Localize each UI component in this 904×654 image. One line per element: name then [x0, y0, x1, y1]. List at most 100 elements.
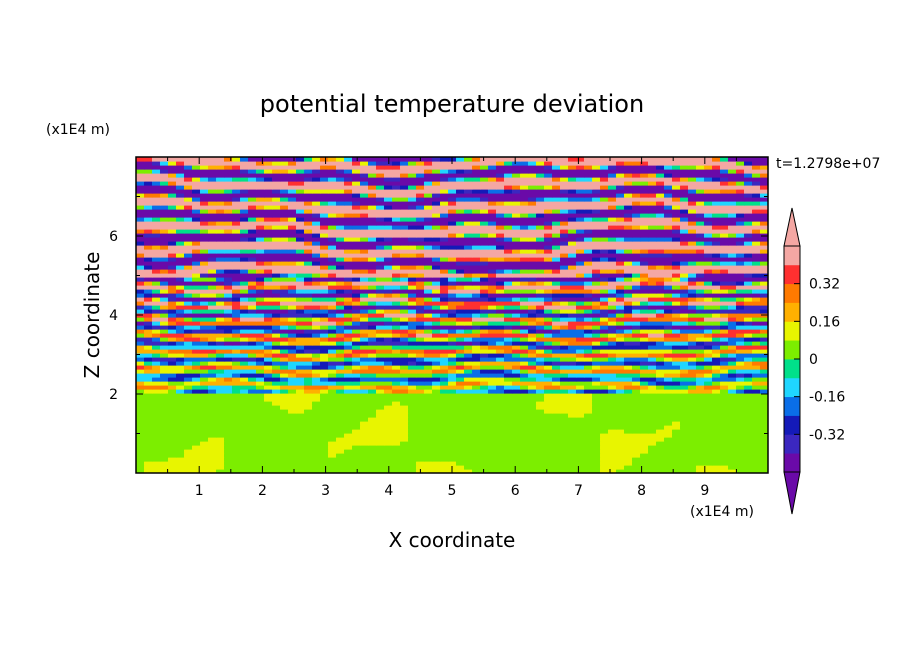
field-cell [360, 417, 369, 422]
field-cell [616, 281, 625, 286]
field-cell [408, 269, 417, 274]
field-cell [600, 301, 609, 306]
field-cell [728, 273, 737, 278]
field-cell [648, 461, 657, 466]
field-cell [552, 397, 561, 402]
field-cell [360, 285, 369, 290]
field-cell [384, 365, 393, 370]
field-cell [672, 353, 681, 358]
field-cell [640, 381, 649, 386]
field-cell [144, 373, 153, 378]
field-cell [288, 221, 297, 226]
field-cell [584, 265, 593, 270]
field-cell [464, 413, 473, 418]
field-cell [544, 341, 553, 346]
field-cell [224, 341, 233, 346]
field-cell [232, 401, 241, 406]
field-cell [576, 469, 585, 473]
field-cell [168, 421, 177, 426]
field-cell [536, 289, 545, 294]
field-cell [288, 453, 297, 458]
field-cell [528, 365, 537, 370]
field-cell [504, 357, 513, 362]
field-cell [504, 301, 513, 306]
field-cell [144, 393, 153, 398]
field-cell [384, 309, 393, 314]
field-cell [720, 405, 729, 410]
field-cell [424, 353, 433, 358]
field-cell [240, 449, 249, 454]
field-cell [728, 281, 737, 286]
field-cell [608, 425, 617, 430]
field-cell [456, 385, 465, 390]
field-cell [192, 401, 201, 406]
field-cell [368, 449, 377, 454]
field-cell [472, 301, 481, 306]
field-cell [480, 281, 489, 286]
field-cell [456, 449, 465, 454]
field-cell [736, 345, 745, 350]
field-cell [416, 421, 425, 426]
field-cell [280, 461, 289, 466]
field-cell [216, 325, 225, 330]
field-cell [536, 269, 545, 274]
field-cell [448, 281, 457, 286]
field-cell [488, 401, 497, 406]
field-cell [720, 433, 729, 438]
field-cell [736, 457, 745, 462]
field-cell [496, 309, 505, 314]
field-cell [352, 313, 361, 318]
field-cell [560, 317, 569, 322]
field-cell [640, 297, 649, 302]
field-cell [368, 417, 377, 422]
field-cell [368, 285, 377, 290]
field-cell [680, 221, 689, 226]
field-cell [192, 349, 201, 354]
field-cell [512, 241, 521, 246]
field-cell [576, 293, 585, 298]
field-cell [728, 253, 737, 258]
field-cell [384, 433, 393, 438]
field-cell [408, 393, 417, 398]
field-cell [648, 345, 657, 350]
field-cell [736, 309, 745, 314]
field-cell [496, 349, 505, 354]
field-cell [480, 433, 489, 438]
field-cell [552, 461, 561, 466]
field-cell [688, 377, 697, 382]
field-cell [200, 285, 209, 290]
field-cell [688, 401, 697, 406]
field-cell [672, 225, 681, 230]
field-cell [544, 329, 553, 334]
field-cell [744, 301, 753, 306]
field-cell [480, 365, 489, 370]
field-cell [400, 389, 409, 394]
field-cell [392, 297, 401, 302]
field-cell [256, 377, 265, 382]
field-cell [384, 269, 393, 274]
field-cell [264, 453, 273, 458]
field-cell [320, 289, 329, 294]
field-cell [176, 281, 185, 286]
field-cell [256, 405, 265, 410]
field-cell [240, 433, 249, 438]
field-cell [424, 429, 433, 434]
field-cell [568, 433, 577, 438]
field-cell [368, 273, 377, 278]
field-cell [592, 461, 601, 466]
field-cell [320, 417, 329, 422]
field-cell [304, 221, 313, 226]
field-cell [648, 417, 657, 422]
field-cell [336, 293, 345, 298]
field-cell [616, 409, 625, 414]
field-cell [272, 277, 281, 282]
field-cell [736, 225, 745, 230]
field-cell [632, 229, 641, 234]
field-cell [264, 385, 273, 390]
field-cell [608, 285, 617, 290]
field-cell [760, 253, 768, 258]
field-cell [752, 233, 761, 238]
field-cell [296, 361, 305, 366]
field-cell [256, 273, 265, 278]
field-cell [608, 441, 617, 446]
